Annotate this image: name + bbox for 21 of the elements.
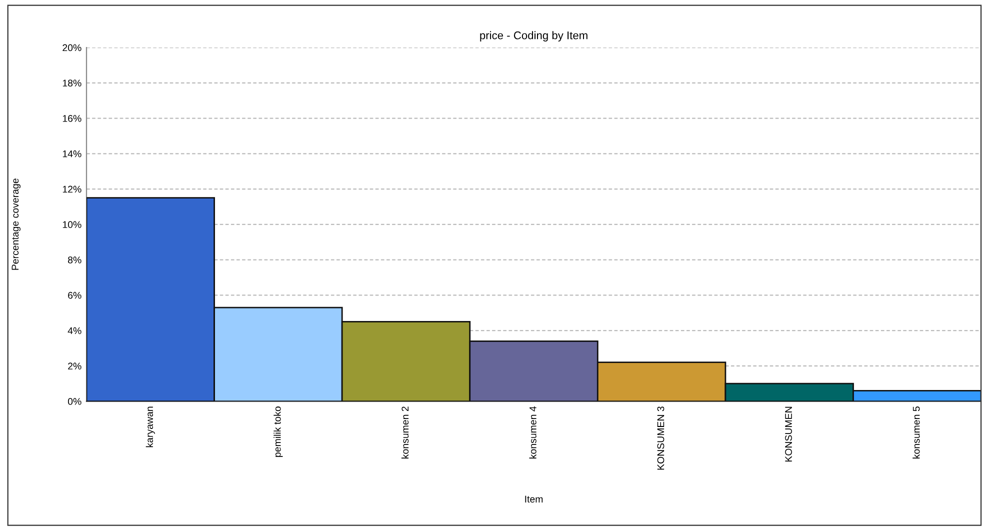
y-tick-label: 2% bbox=[68, 362, 82, 370]
y-tick-label: 16% bbox=[62, 115, 82, 122]
y-tick-label: 10% bbox=[62, 221, 82, 228]
x-tick-label: konsumen 2 bbox=[401, 406, 409, 458]
y-tick-label: 18% bbox=[62, 80, 82, 87]
x-axis-title: Item bbox=[525, 496, 543, 503]
y-tick-label: 20% bbox=[62, 44, 82, 52]
y-axis-title: Percentage coverage bbox=[12, 178, 21, 270]
chart-title: price - Coding by Item bbox=[480, 31, 588, 42]
x-tick-label: karyawan bbox=[146, 406, 155, 448]
x-tick-label: konsumen 4 bbox=[529, 406, 536, 458]
y-tick-label: 4% bbox=[68, 327, 82, 334]
x-tick-label: KONSUMEN bbox=[785, 406, 792, 462]
y-tick-label: 12% bbox=[62, 186, 82, 193]
y-tick-label: 6% bbox=[68, 292, 82, 299]
y-tick-label: 14% bbox=[62, 150, 82, 158]
x-tick-label: pemilik toko bbox=[274, 406, 283, 457]
x-tick-label: konsumen 5 bbox=[912, 406, 920, 458]
y-tick-label: 0% bbox=[68, 398, 82, 405]
x-tick-label: KONSUMEN 3 bbox=[657, 406, 664, 470]
y-tick-label: 8% bbox=[68, 256, 82, 264]
